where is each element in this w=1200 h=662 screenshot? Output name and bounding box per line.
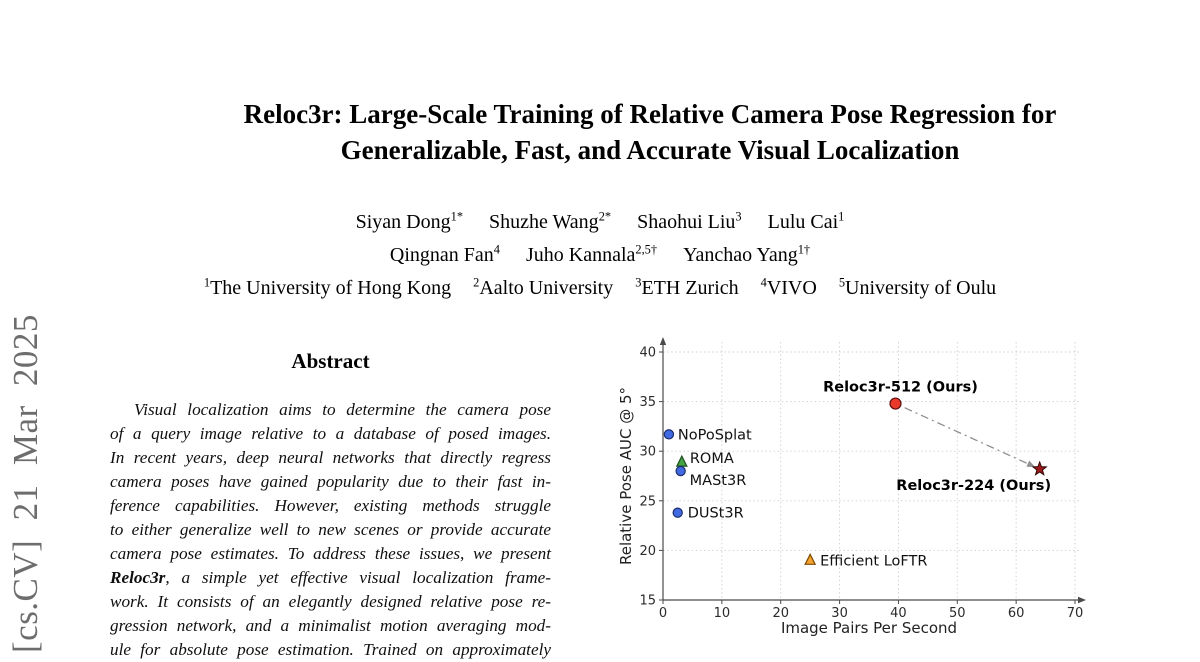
page-root: { "stamp": { "text": "[cs.CV] 21 Mar 202…: [6, 96, 1197, 659]
x-tick-label: 60: [1008, 606, 1025, 621]
x-tick-label: 30: [831, 606, 848, 621]
y-tick-label: 35: [639, 395, 656, 410]
chart-point-label: Efficient LoFTR: [820, 553, 927, 569]
author: Qingnan Fan4: [389, 242, 500, 266]
chart-point-label: NoPoSplat: [678, 427, 752, 443]
chart-point: [1031, 460, 1048, 476]
chart-point-label: Reloc3r-512 (Ours): [823, 380, 978, 396]
x-axis-arrow-icon: [1078, 596, 1086, 604]
abstract-line: camera pose estimates. To address these …: [110, 544, 551, 563]
x-tick-label: 40: [890, 606, 907, 621]
chart-point-label: DUSt3R: [688, 506, 744, 522]
paper-title: Reloc3r: Large-Scale Training of Relativ…: [103, 96, 1197, 168]
y-tick-label: 40: [639, 346, 656, 361]
y-tick-label: 25: [639, 494, 656, 509]
x-tick-label: 20: [772, 606, 789, 621]
author: Shaohui Liu3: [637, 209, 742, 233]
x-tick-label: 0: [659, 606, 667, 621]
x-axis-label: Image Pairs Per Second: [781, 619, 957, 637]
author: Yanchao Yang1†: [683, 242, 811, 266]
affiliation: 5University of Oulu: [838, 275, 997, 299]
abstract-line: Visual localization aims to determine th…: [134, 400, 551, 419]
connector-arrow: [904, 407, 1030, 465]
abstract-line: camera poses have gained popularity due …: [110, 472, 551, 491]
authors-block: Siyan Dong1* Shuzhe Wang2* Shaohui Liu3 Lul…: [100, 206, 1100, 305]
x-tick-label: 50: [949, 606, 966, 621]
chart-point-label: Reloc3r-224 (Ours): [896, 478, 1051, 494]
chart-point: [804, 552, 817, 565]
y-axis-arrow-icon: [659, 337, 667, 345]
chart-point: [675, 465, 686, 477]
author: Shuzhe Wang2*: [489, 209, 612, 233]
connector-arrowhead-icon: [1026, 460, 1036, 467]
chart-point: [889, 397, 902, 410]
affiliation-row: 1The University of Hong Kong 2Aalto Unive…: [100, 272, 1100, 305]
x-tick-label: 70: [1067, 606, 1084, 621]
affiliation: 1The University of Hong Kong: [203, 275, 452, 299]
abstract-heading: Abstract: [291, 349, 370, 373]
abstract-line: Reloc3r, a simple yet effective visual l…: [110, 568, 551, 587]
author-row-1: Siyan Dong1* Shuzhe Wang2* Shaohui Liu3 Lul…: [100, 206, 1100, 239]
author: Lulu Cai1: [767, 209, 845, 233]
y-tick-label: 20: [639, 544, 656, 559]
chart-point-label: MASt3R: [690, 473, 747, 489]
abstract-line: In recent years, deep neural networks th…: [110, 448, 551, 467]
chart-point-label: ROMA: [690, 451, 734, 467]
chart-point: [672, 507, 683, 518]
abstract-line: ference capabilities. However, existing …: [110, 496, 551, 515]
abstract-line: to either generalize well to new scenes …: [110, 520, 551, 539]
paper-title-line-2: Generalizable, Fast, and Accurate Visual…: [340, 135, 960, 165]
author: Juho Kannala2,5†: [525, 242, 658, 266]
chart-point: [663, 429, 675, 440]
affiliation: 3ETH Zurich: [635, 275, 739, 299]
abstract-text: Visual localization aims to determine th…: [110, 398, 551, 662]
y-tick-label: 15: [639, 594, 656, 609]
abstract-line: work. It consists of an elegantly design…: [110, 592, 551, 611]
teaser-figure: 0 10 20 30 40 50 60 70 15 20 25 30 35 40 Image Pairs P…: [617, 330, 1100, 648]
abstract-line: ule for absolute pose estimation. Traine…: [110, 640, 551, 659]
author-row-2: Qingnan Fan4 Juho Kannala2,5† Yanchao Yang…: [100, 239, 1100, 272]
author: Siyan Dong1*: [355, 209, 464, 233]
abstract-line: gression network, and a minimalist motio…: [110, 616, 551, 635]
abstract-line: of a query image relative to a database …: [110, 424, 551, 443]
paper-title-line-1: Reloc3r: Large-Scale Training of Relativ…: [243, 99, 1057, 129]
affiliation: 4VIVO: [760, 275, 817, 299]
x-tick-label: 10: [714, 606, 731, 621]
y-tick-label: 30: [639, 445, 656, 460]
arxiv-stamp: [cs.CV] 21 Mar 2025: [6, 314, 45, 653]
chart-point: [675, 454, 688, 467]
affiliation: 2Aalto University: [473, 275, 614, 299]
y-axis-label: Relative Pose AUC @ 5°: [618, 387, 635, 565]
